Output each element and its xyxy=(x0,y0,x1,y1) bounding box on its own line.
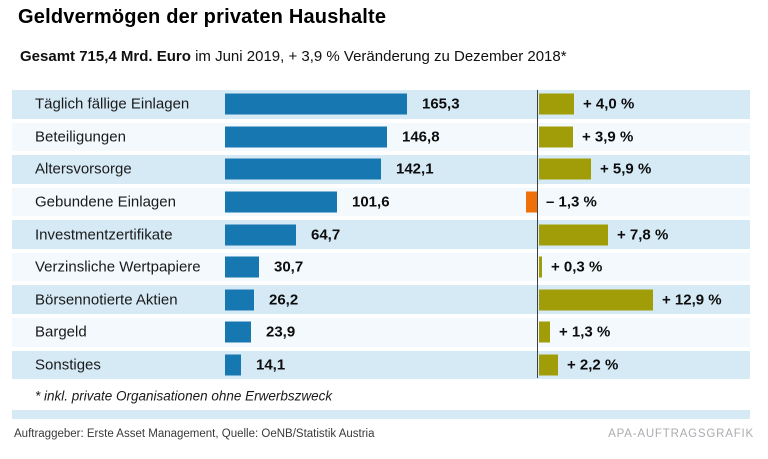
change-label: + 1,3 % xyxy=(559,323,611,341)
row-label: Gebundene Einlagen xyxy=(35,193,176,211)
panel-bottom-strip xyxy=(12,410,750,419)
value-label: 14,1 xyxy=(256,356,286,374)
chart-row: Verzinsliche Wertpapiere 30,7 + 0,3 % xyxy=(12,251,750,284)
change-label: + 5,9 % xyxy=(600,160,652,178)
change-bar xyxy=(539,321,550,343)
change-bar xyxy=(539,256,542,278)
row-label: Sonstiges xyxy=(35,356,101,374)
page-title: Geldvermögen der privaten Haushalte xyxy=(18,6,387,28)
chart-rows: Täglich fällige Einlagen 165,3 + 4,0 % Bete… xyxy=(12,88,750,381)
change-label: + 2,2 % xyxy=(567,356,619,374)
change-label: + 4,0 % xyxy=(583,95,635,113)
value-label: 30,7 xyxy=(274,258,304,276)
subtitle-total: Gesamt 715,4 Mrd. Euro xyxy=(20,48,191,65)
change-label: + 7,8 % xyxy=(617,226,669,244)
chart-row: Investmentzertifikate 64,7 + 7,8 % xyxy=(12,218,750,251)
footer: Auftraggeber: Erste Asset Management, Qu… xyxy=(14,428,754,440)
footer-brand: APA-AUFTRAGSGRAFIK xyxy=(608,428,754,440)
value-bar xyxy=(225,126,387,148)
change-bar xyxy=(539,289,653,311)
change-bar xyxy=(539,93,574,115)
change-label: + 3,9 % xyxy=(582,128,634,146)
change-bar xyxy=(539,158,591,180)
row-label: Täglich fällige Einlagen xyxy=(35,95,190,113)
change-bar xyxy=(539,224,608,246)
chart-row: Gebundene Einlagen 101,6 – 1,3 % xyxy=(12,186,750,219)
value-bar xyxy=(225,321,251,343)
value-bar xyxy=(225,256,259,278)
subtitle: Gesamt 715,4 Mrd. Euro im Juni 2019, + 3… xyxy=(20,48,567,65)
value-label: 165,3 xyxy=(422,95,460,113)
change-bar xyxy=(539,126,573,148)
value-label: 101,6 xyxy=(352,193,390,211)
chart-row: Sonstiges 14,1 + 2,2 % xyxy=(12,349,750,382)
chart-row: Bargeld 23,9 + 1,3 % xyxy=(12,316,750,349)
footer-credit: Auftraggeber: Erste Asset Management, Qu… xyxy=(14,428,375,440)
value-label: 64,7 xyxy=(311,226,341,244)
row-label: Investmentzertifikate xyxy=(35,226,173,244)
value-bar xyxy=(225,158,381,180)
value-bar xyxy=(225,224,296,246)
change-bar xyxy=(539,354,558,376)
value-label: 146,8 xyxy=(402,128,440,146)
value-bar xyxy=(225,354,241,376)
value-bar xyxy=(225,191,337,213)
row-label: Börsennotierte Aktien xyxy=(35,291,178,309)
chart-row: Beteiligungen 146,8 + 3,9 % xyxy=(12,121,750,154)
change-label: – 1,3 % xyxy=(546,193,597,211)
chart-panel: Täglich fällige Einlagen 165,3 + 4,0 % Bete… xyxy=(12,88,750,419)
value-bar xyxy=(225,289,254,311)
footnote: * inkl. private Organisationen ohne Erwe… xyxy=(35,388,333,403)
subtitle-rest: im Juni 2019, + 3,9 % Veränderung zu Dez… xyxy=(190,48,567,65)
footnote-row: * inkl. private Organisationen ohne Erwe… xyxy=(12,381,750,410)
value-label: 142,1 xyxy=(396,160,434,178)
chart-row: Altersvorsorge 142,1 + 5,9 % xyxy=(12,153,750,186)
zero-axis-line xyxy=(537,90,538,378)
value-label: 23,9 xyxy=(266,323,296,341)
row-label: Bargeld xyxy=(35,323,87,341)
chart-row: Börsennotierte Aktien 26,2 + 12,9 % xyxy=(12,283,750,316)
change-label: + 12,9 % xyxy=(662,291,722,309)
change-bar xyxy=(526,191,537,213)
change-label: + 0,3 % xyxy=(551,258,603,276)
row-label: Altersvorsorge xyxy=(35,160,132,178)
row-label: Beteiligungen xyxy=(35,128,126,146)
chart-row: Täglich fällige Einlagen 165,3 + 4,0 % xyxy=(12,88,750,121)
row-label: Verzinsliche Wertpapiere xyxy=(35,258,201,276)
value-bar xyxy=(225,93,407,115)
value-label: 26,2 xyxy=(269,291,299,309)
